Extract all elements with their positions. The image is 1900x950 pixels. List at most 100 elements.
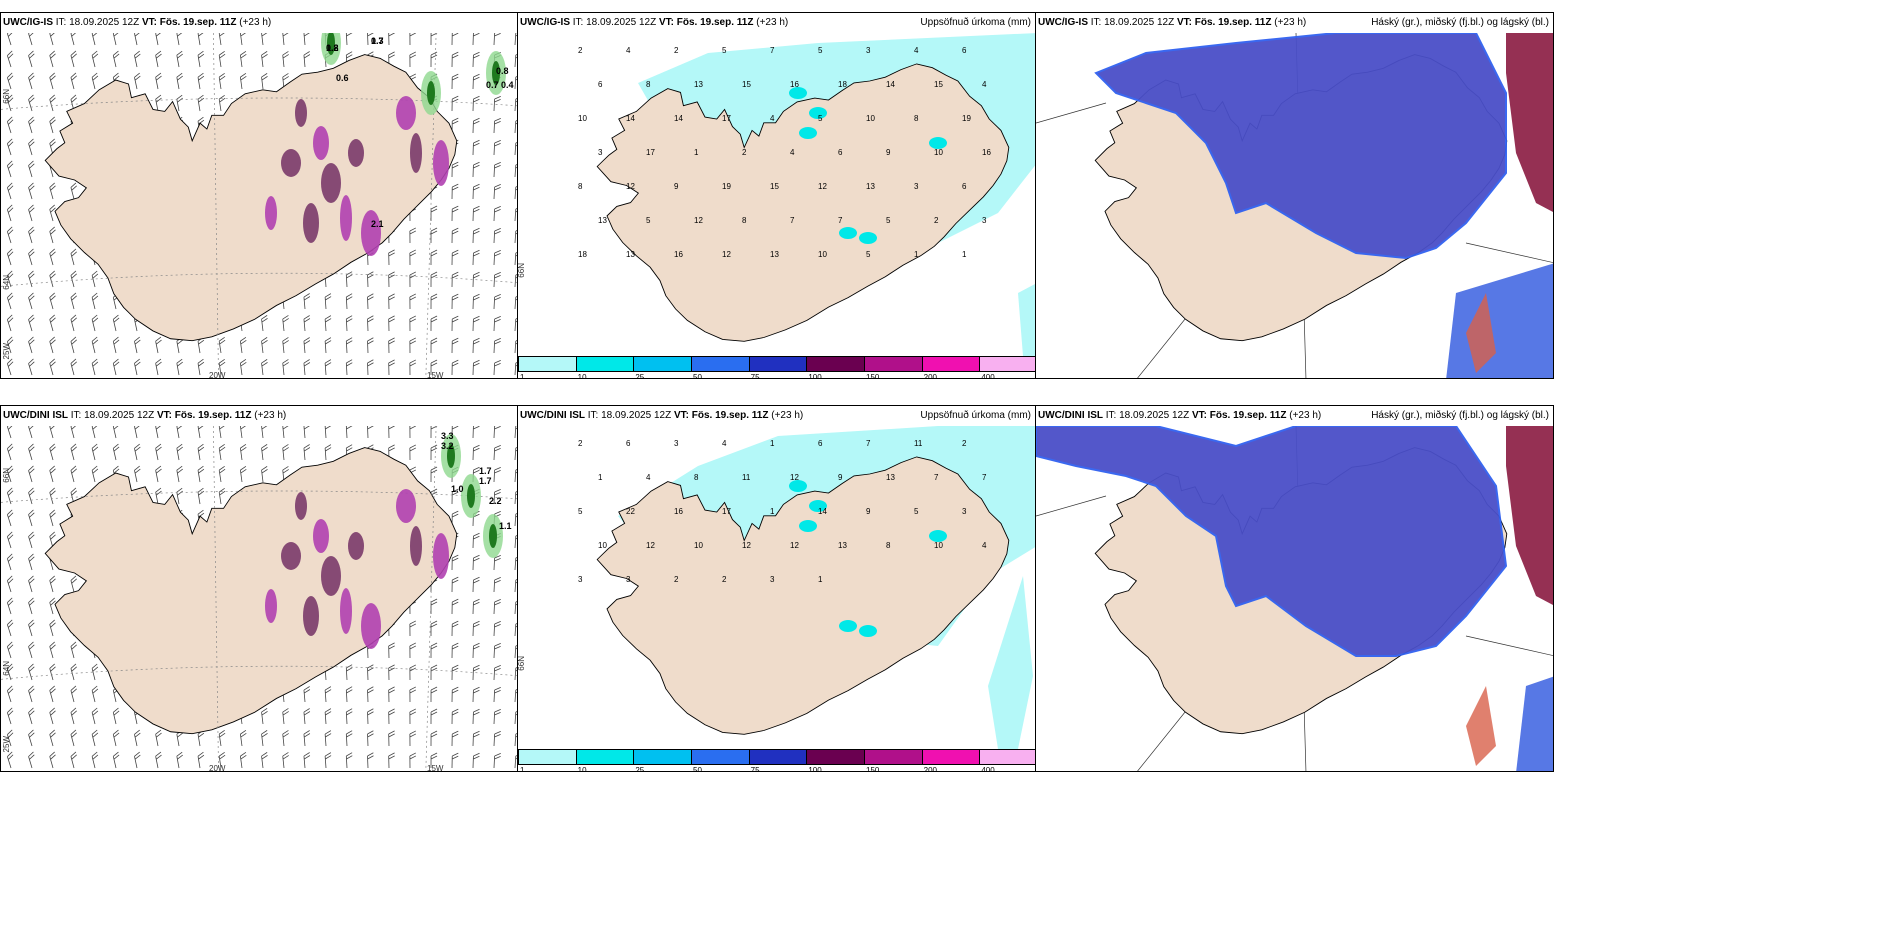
wind-barb xyxy=(472,51,480,68)
precip-blobs xyxy=(265,489,449,649)
wind-barb xyxy=(239,729,247,747)
wind-barb xyxy=(514,467,517,483)
wind-barb xyxy=(91,426,99,439)
precip-value-label: 7 xyxy=(838,216,843,225)
wind-barb xyxy=(472,708,480,725)
cloud-value-label: 0.7 xyxy=(371,36,384,46)
precip-value-label: 17 xyxy=(722,507,731,516)
wind-barb xyxy=(514,272,517,288)
precip-blob xyxy=(340,588,352,634)
wind-barb xyxy=(409,730,417,747)
wind-barb xyxy=(197,443,205,461)
wind-barb xyxy=(70,248,77,266)
precip-map: 2 4 2 5 7 5 3 4 66 8 13 15 16 18 14 15 410 14 14 17 4 5 10 8 193… xyxy=(518,33,1035,356)
iceland-landmass xyxy=(44,447,458,735)
wind-barb xyxy=(430,444,438,461)
green-cell-core xyxy=(492,61,500,85)
precip-blob xyxy=(348,532,364,560)
precip-value-label: 2 xyxy=(934,216,939,225)
wind-barb xyxy=(282,752,289,769)
iceland-landmass xyxy=(596,456,1010,735)
wind-barb xyxy=(303,293,311,310)
precip-blob xyxy=(281,542,301,570)
panel-header: UWC/DINI ISL IT: 18.09.2025 12Z VT: Fös.… xyxy=(518,406,1035,426)
precip-value-label: 10 xyxy=(818,250,827,259)
precip-value-label: 2 xyxy=(674,575,679,584)
precip-core xyxy=(799,520,817,532)
wind-barb xyxy=(91,729,99,747)
wind-barb xyxy=(134,50,141,68)
wind-barb xyxy=(514,709,517,725)
wind-barb xyxy=(49,248,56,266)
precip-blob xyxy=(396,96,416,130)
precip-value-label: 1 xyxy=(770,507,775,516)
precip-value-label: 2 xyxy=(962,439,967,448)
lon-label-20w: 20W xyxy=(209,764,226,772)
wind-barb xyxy=(493,359,501,376)
wind-barb xyxy=(6,138,14,156)
cloud-value-label: 1.7 xyxy=(479,476,492,486)
wind-barb xyxy=(430,708,438,725)
wind-barb xyxy=(282,359,289,376)
wind-barb xyxy=(514,643,517,659)
wind-barb xyxy=(49,358,56,376)
wind-barb xyxy=(472,227,480,244)
precip-value-label: 3 xyxy=(626,575,631,584)
precip-cores xyxy=(789,87,947,244)
precip-value-label: 2 xyxy=(722,575,727,584)
wind-barb xyxy=(493,33,501,46)
wind-barb xyxy=(472,752,480,769)
colorbar-swatch xyxy=(633,749,692,765)
wind-barb xyxy=(514,316,517,332)
precip-value-label: 15 xyxy=(742,80,751,89)
cloud-value-label: 1.0 xyxy=(451,484,464,494)
wind-barb xyxy=(345,664,353,681)
wind-barb xyxy=(303,359,311,376)
wind-barb xyxy=(28,358,35,376)
wind-barb xyxy=(388,730,395,747)
colorbar-tick: 150 xyxy=(866,373,880,379)
wind-barb xyxy=(239,336,247,354)
cloud-value-label: 0.6 xyxy=(336,73,349,83)
lon-label-25w: 25W xyxy=(2,343,11,360)
wind-barb xyxy=(28,248,35,266)
wind-barb xyxy=(49,182,56,200)
wind-barb xyxy=(197,33,205,46)
wind-barb xyxy=(49,729,56,747)
wind-barb xyxy=(303,426,311,439)
wind-barb xyxy=(493,337,501,354)
wind-barb xyxy=(134,358,141,376)
panel-cloud-bottom: UWC/DINI ISL IT: 18.09.2025 12Z VT: Fös.… xyxy=(1035,405,1554,772)
wind-barb xyxy=(514,118,517,134)
wind-barb xyxy=(239,751,247,769)
wind-barb xyxy=(324,730,332,747)
iceland-outline xyxy=(44,54,458,342)
precip-blob xyxy=(295,492,307,520)
cloud-value-label: 0.8 xyxy=(326,43,339,53)
wind-barb xyxy=(6,663,14,681)
wind-barb xyxy=(91,292,99,310)
wind-barb xyxy=(6,619,14,637)
wind-barb xyxy=(324,752,332,769)
wind-barb xyxy=(493,139,501,156)
colorbar-swatch xyxy=(691,356,750,372)
wind-barb xyxy=(70,465,77,483)
wind-barb xyxy=(91,465,99,483)
colorbar-tick: 25 xyxy=(635,373,645,379)
wind-barb xyxy=(451,95,459,112)
wind-barb xyxy=(493,620,501,637)
colorbar-swatch xyxy=(979,749,1035,765)
wind-barb xyxy=(49,314,56,332)
wind-barb xyxy=(197,358,205,376)
wind-barb xyxy=(282,708,289,725)
precip-value-label: 6 xyxy=(818,439,823,448)
wind-barb xyxy=(451,686,459,703)
wind-barb xyxy=(112,358,120,376)
wind-barb xyxy=(388,752,395,769)
wind-barb xyxy=(388,33,395,46)
wind-barb xyxy=(430,293,438,310)
wind-barb xyxy=(6,226,14,244)
wind-barb xyxy=(324,686,332,703)
wind-barb xyxy=(134,72,141,90)
wind-barb xyxy=(430,359,438,376)
